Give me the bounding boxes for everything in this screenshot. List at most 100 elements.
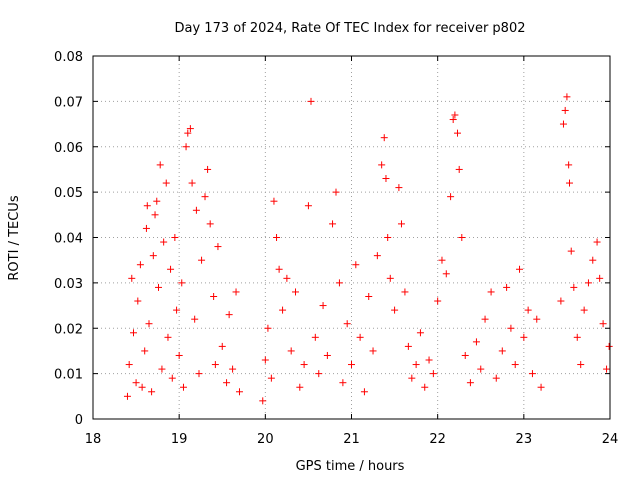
data-point — [160, 238, 168, 246]
data-point — [343, 320, 351, 328]
data-point — [264, 324, 272, 332]
data-point — [329, 220, 337, 228]
data-point — [408, 374, 416, 382]
data-point — [132, 379, 140, 387]
data-point — [136, 261, 144, 269]
data-point — [537, 383, 545, 391]
data-point — [339, 379, 347, 387]
data-point — [142, 224, 150, 232]
data-point — [210, 292, 218, 300]
plot-frame — [92, 55, 611, 420]
data-point — [296, 383, 304, 391]
data-point — [218, 342, 226, 350]
data-point — [179, 383, 187, 391]
data-point — [481, 315, 489, 323]
y-tick-label: 0.06 — [54, 141, 83, 156]
data-point — [395, 184, 403, 192]
data-point — [577, 361, 585, 369]
data-point — [472, 338, 480, 346]
grid-lines — [93, 56, 610, 419]
data-point — [605, 342, 613, 350]
data-point — [461, 351, 469, 359]
data-point — [386, 274, 394, 282]
data-point — [429, 370, 437, 378]
y-tick-label: 0.08 — [54, 50, 83, 65]
data-point — [373, 252, 381, 260]
data-point — [156, 161, 164, 169]
data-point — [401, 288, 409, 296]
data-point — [153, 197, 161, 205]
data-point — [319, 302, 327, 310]
data-point — [149, 252, 157, 260]
x-tick-label: 18 — [85, 432, 102, 447]
data-point — [307, 97, 315, 105]
data-point — [498, 347, 506, 355]
data-point — [378, 161, 386, 169]
data-points — [123, 93, 613, 405]
data-point — [178, 279, 186, 287]
data-point — [348, 361, 355, 369]
data-point — [503, 283, 511, 291]
data-point — [173, 306, 181, 314]
x-tick-label: 22 — [429, 432, 446, 447]
data-point — [404, 342, 412, 350]
y-tick-label: 0.02 — [54, 322, 83, 337]
data-point — [449, 116, 457, 124]
data-point — [125, 361, 133, 369]
data-point — [287, 347, 295, 355]
data-point — [191, 315, 199, 323]
data-point — [360, 388, 368, 396]
data-point — [235, 388, 243, 396]
data-point — [416, 329, 424, 337]
data-point — [520, 333, 528, 341]
data-point — [141, 347, 149, 355]
data-point — [164, 333, 172, 341]
data-point — [380, 134, 388, 142]
y-tick-label: 0.03 — [54, 277, 83, 292]
y-tick-label: 0.05 — [54, 186, 83, 201]
data-point — [154, 283, 162, 291]
data-point — [563, 93, 571, 101]
data-point — [134, 297, 142, 305]
data-point — [168, 374, 176, 382]
data-point — [570, 283, 578, 291]
x-tick-label: 19 — [171, 432, 188, 447]
data-point — [223, 379, 231, 387]
data-point — [198, 256, 206, 264]
data-point — [162, 179, 170, 187]
data-point — [143, 202, 151, 210]
data-point — [145, 320, 153, 328]
y-axis-label: ROTI / TECUs — [7, 195, 22, 280]
data-point — [261, 356, 269, 364]
data-point — [158, 365, 166, 373]
data-point — [182, 143, 190, 151]
data-point — [369, 347, 377, 355]
data-point — [138, 383, 146, 391]
data-point — [382, 175, 390, 183]
data-point — [270, 197, 278, 205]
data-point — [528, 370, 536, 378]
data-point — [487, 288, 495, 296]
x-axis-label: GPS time / hours — [296, 459, 405, 474]
data-point — [599, 320, 607, 328]
data-point — [352, 261, 360, 269]
x-tick-label: 24 — [602, 432, 619, 447]
data-point — [511, 361, 519, 369]
data-point — [584, 279, 592, 287]
data-point — [447, 193, 455, 201]
data-point — [434, 297, 442, 305]
data-point — [323, 351, 331, 359]
data-point — [304, 202, 312, 210]
x-tick-label: 21 — [343, 432, 360, 447]
data-point — [267, 374, 275, 382]
data-point — [225, 311, 233, 319]
data-point — [275, 265, 283, 273]
data-point — [455, 165, 463, 173]
data-point — [603, 365, 611, 373]
data-point — [335, 279, 343, 287]
data-point — [458, 234, 466, 241]
data-point — [492, 374, 500, 382]
x-axis-ticks: 18 19 20 21 22 23 24 — [85, 56, 619, 447]
data-point — [557, 297, 565, 305]
